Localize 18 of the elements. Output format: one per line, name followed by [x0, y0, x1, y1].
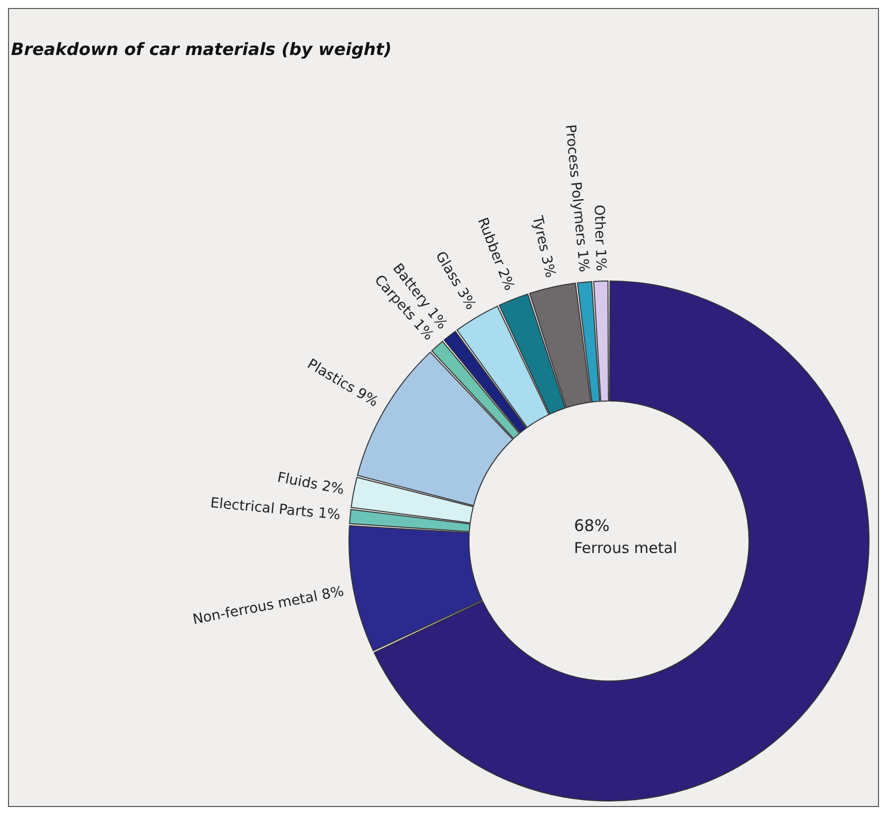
data-label: 1% [592, 248, 609, 272]
data-label: 9% [353, 385, 381, 410]
data-label: 1% [574, 249, 592, 273]
data-label: 2% [320, 478, 346, 498]
data-label: 1% [317, 505, 341, 524]
data-label: 68% [574, 516, 610, 535]
data-label: 8% [320, 584, 346, 604]
data-label: 2% [494, 266, 518, 293]
slice-label: Ferrous metal [574, 539, 678, 557]
data-label: 3% [454, 285, 479, 313]
chart-title: Breakdown of car materials (by weight) [11, 40, 392, 60]
slice-label: Tyres [528, 214, 552, 254]
slice-label: Process Polymers [562, 124, 590, 246]
data-label: 3% [538, 254, 558, 280]
slice-label: Other [590, 204, 608, 245]
slice-label: Electrical Parts [210, 495, 314, 521]
slice-label: Fluids [276, 470, 320, 494]
slice-label: Non-ferrous metal [191, 588, 320, 628]
